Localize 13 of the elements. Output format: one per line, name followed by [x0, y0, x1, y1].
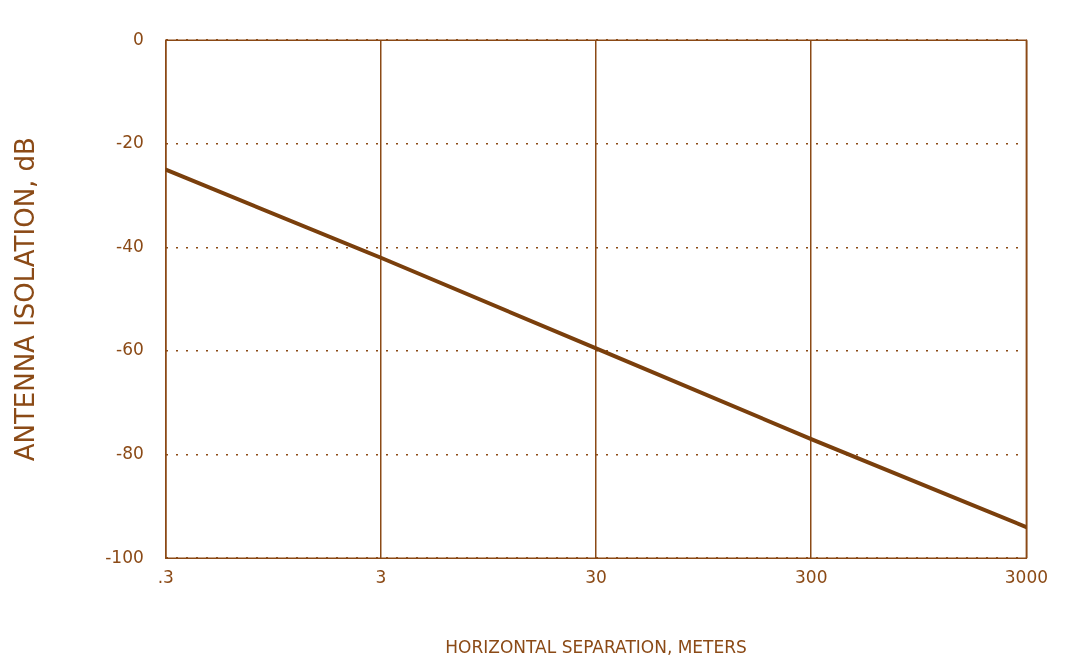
- x-tick-label: 3: [375, 566, 387, 587]
- x-axis-title: HORIZONTAL SEPARATION, METERS: [445, 637, 747, 658]
- y-tick-label: -60: [116, 339, 144, 360]
- x-tick-label: 3000: [1004, 566, 1048, 587]
- y-tick-label: 0: [132, 28, 144, 49]
- x-tick-label: .3: [157, 566, 174, 587]
- x-tick-label: 30: [585, 566, 607, 587]
- y-tick-label: -100: [105, 546, 144, 567]
- x-tick-label: 300: [795, 566, 828, 587]
- y-axis-title: ANTENNA ISOLATION, dB: [10, 137, 41, 462]
- y-tick-label: -80: [116, 443, 144, 464]
- y-tick-label: -40: [116, 235, 144, 256]
- y-tick-label: -20: [116, 132, 144, 153]
